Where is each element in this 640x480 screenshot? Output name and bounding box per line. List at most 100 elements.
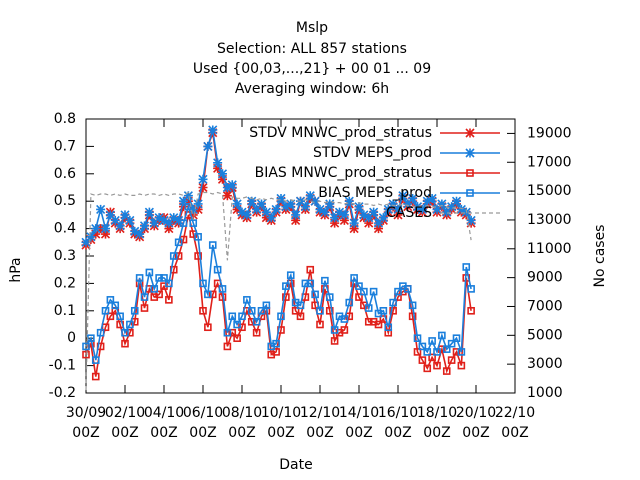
x-tick-label: 08/10 00Z bbox=[222, 405, 262, 441]
point bbox=[408, 193, 418, 204]
point bbox=[437, 199, 447, 209]
point bbox=[355, 282, 363, 290]
point bbox=[447, 339, 456, 348]
point bbox=[452, 334, 461, 343]
point bbox=[252, 328, 261, 337]
point bbox=[232, 204, 242, 214]
point bbox=[310, 196, 320, 206]
point bbox=[433, 348, 441, 356]
y2-tick-label: 9000 bbox=[527, 270, 563, 286]
y2-tick-label: 11000 bbox=[527, 241, 572, 257]
point bbox=[159, 215, 169, 225]
point bbox=[130, 306, 139, 315]
point bbox=[417, 204, 427, 214]
y-tick-label: 0.1 bbox=[54, 303, 76, 319]
point bbox=[379, 306, 388, 315]
point bbox=[423, 364, 432, 373]
y2-tick-label: 3000 bbox=[527, 356, 563, 372]
point bbox=[140, 293, 149, 301]
point bbox=[222, 191, 232, 201]
point bbox=[140, 304, 149, 312]
point bbox=[427, 193, 437, 204]
chart-subtitle: Used {00,03,...,21} + 00 01 ... 09 bbox=[193, 61, 431, 77]
point bbox=[442, 367, 451, 375]
point bbox=[150, 285, 159, 293]
point bbox=[135, 229, 145, 239]
point bbox=[86, 232, 96, 242]
point bbox=[330, 337, 339, 345]
point bbox=[277, 312, 285, 321]
point bbox=[272, 348, 280, 356]
point bbox=[262, 301, 271, 310]
x-tick-label: 16/10 00Z bbox=[378, 405, 418, 441]
point bbox=[413, 334, 422, 343]
point bbox=[330, 218, 340, 228]
point bbox=[198, 182, 208, 193]
point bbox=[232, 199, 242, 209]
point bbox=[447, 202, 457, 212]
point bbox=[393, 204, 403, 214]
point bbox=[413, 348, 422, 356]
point bbox=[81, 237, 91, 247]
point bbox=[199, 279, 207, 288]
point bbox=[467, 285, 475, 293]
x-tick-label: 04/10 00Z bbox=[144, 405, 184, 441]
point bbox=[369, 287, 378, 296]
point bbox=[174, 252, 183, 260]
point bbox=[111, 301, 120, 310]
point bbox=[105, 210, 115, 220]
legend-label: BIAS MEPS_prod bbox=[318, 185, 432, 201]
legend-marker bbox=[466, 189, 474, 197]
point bbox=[418, 356, 427, 364]
point bbox=[373, 218, 384, 228]
y-tick-label: 0.2 bbox=[54, 275, 76, 291]
point bbox=[228, 328, 237, 337]
point bbox=[242, 210, 252, 220]
point bbox=[169, 252, 178, 260]
point bbox=[213, 158, 223, 168]
point bbox=[204, 323, 212, 332]
point bbox=[91, 229, 101, 239]
point bbox=[282, 282, 290, 290]
point bbox=[188, 210, 198, 220]
point bbox=[82, 350, 90, 359]
point bbox=[213, 265, 222, 274]
point bbox=[412, 202, 423, 212]
y-axis-label: hPa bbox=[8, 257, 24, 282]
x-tick-label: 14/10 00Z bbox=[339, 405, 379, 441]
point bbox=[160, 274, 168, 282]
y-tick-label: 0.7 bbox=[54, 138, 76, 154]
x-tick-label: 20/10 00Z bbox=[456, 405, 496, 441]
point bbox=[155, 274, 163, 282]
point bbox=[223, 328, 232, 337]
point bbox=[373, 224, 384, 234]
y2-tick-label: 17000 bbox=[527, 154, 572, 170]
point bbox=[247, 306, 256, 315]
point bbox=[389, 306, 397, 315]
point bbox=[91, 224, 101, 234]
point bbox=[428, 353, 436, 362]
point bbox=[383, 204, 393, 214]
point bbox=[286, 271, 295, 279]
point bbox=[126, 320, 134, 329]
point bbox=[457, 361, 466, 370]
point bbox=[194, 233, 202, 241]
point bbox=[301, 279, 310, 288]
point bbox=[462, 263, 471, 271]
point bbox=[91, 372, 100, 381]
series-line bbox=[85, 191, 472, 391]
chart-subtitle: Averaging window: 6h bbox=[235, 81, 389, 97]
point bbox=[394, 287, 402, 296]
point bbox=[364, 317, 373, 326]
point bbox=[296, 312, 305, 321]
y-tick-label: -0.1 bbox=[49, 358, 76, 374]
x-tick-label: 06/10 00Z bbox=[183, 405, 223, 441]
point bbox=[126, 328, 134, 337]
point bbox=[306, 279, 315, 288]
point bbox=[228, 312, 237, 321]
point bbox=[442, 345, 451, 353]
point bbox=[408, 312, 417, 321]
point bbox=[223, 342, 232, 351]
point bbox=[193, 204, 203, 214]
point bbox=[369, 207, 379, 217]
